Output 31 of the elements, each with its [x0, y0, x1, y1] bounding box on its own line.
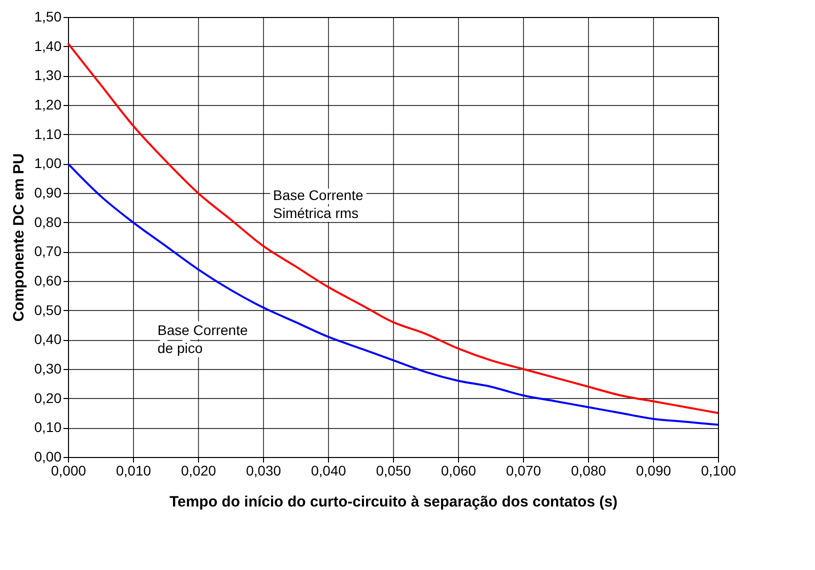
x-tick-label: 0,020 [180, 462, 216, 478]
y-tick-label: 1,40 [34, 38, 62, 54]
y-tick-label: 1,50 [34, 8, 62, 24]
x-tick-label: 0,090 [636, 462, 672, 478]
y-tick-label: 1,00 [34, 155, 62, 172]
y-tick-label: 0,40 [34, 331, 62, 348]
x-tick-label: 0,010 [116, 462, 152, 478]
y-tick-label: 0,70 [34, 243, 62, 260]
y-tick-label: 0,10 [34, 419, 62, 436]
x-tick-label: 0,100 [700, 462, 736, 478]
x-tick-label: 0,060 [440, 462, 476, 478]
x-tick-label: 0,000 [50, 462, 86, 478]
line-series [67, 162, 719, 426]
y-tick-label: 0,80 [34, 214, 62, 230]
y-tick-label: 0,50 [34, 302, 62, 318]
y-tick-label: 1,10 [34, 126, 62, 142]
y-tick-label: 0,60 [34, 272, 62, 288]
x-tick-label: 0,070 [506, 462, 542, 478]
x-tick-label: 0,040 [310, 462, 346, 478]
line-series [67, 42, 719, 414]
y-tick-label: 0,90 [34, 184, 62, 200]
x-tick-label: 0,080 [570, 462, 606, 478]
y-tick-label: 0,00 [34, 448, 62, 464]
y-tick-label: 1,20 [34, 96, 62, 112]
y-tick-label: 0,30 [34, 360, 62, 376]
y-tick-label: 0,20 [34, 390, 62, 406]
x-tick-label: 0,030 [246, 462, 282, 478]
y-axis-title: Componente DC em PU [10, 153, 28, 322]
x-tick-label: 0,050 [376, 462, 412, 478]
y-tick-label: 1,30 [34, 67, 62, 84]
x-axis-title: Tempo do início do curto-circuito à separação dos contatos (s) [169, 494, 618, 510]
